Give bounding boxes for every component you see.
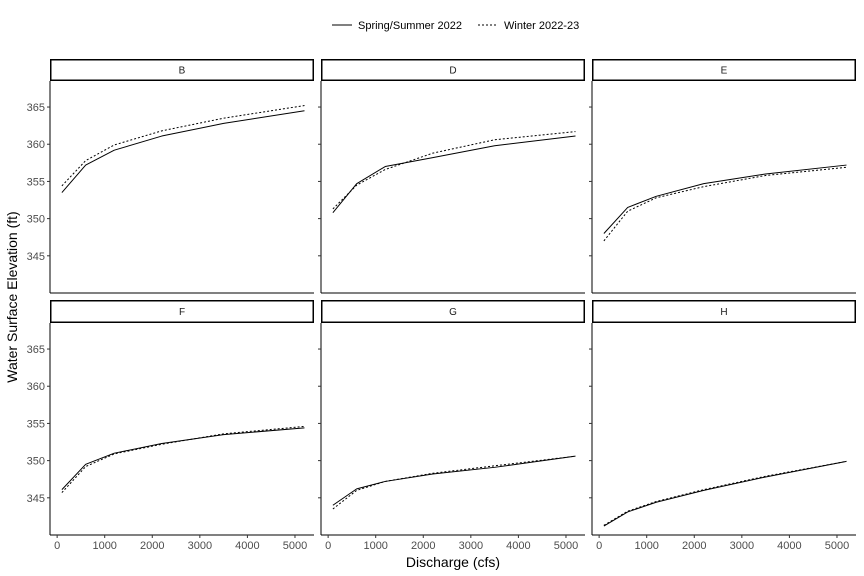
y-axis-title: Water Surface Elevation (ft) <box>4 211 20 382</box>
series-line-H-winter <box>603 460 847 526</box>
facet-label-D: D <box>449 66 456 77</box>
facet-label-H: H <box>720 307 727 318</box>
series-line-B-spring-summer <box>61 110 305 193</box>
y-tick-label: 350 <box>27 456 45 468</box>
series-line-F-spring-summer <box>61 427 305 490</box>
series-line-D-winter <box>332 131 576 210</box>
legend-label-1: Spring/Summer 2022 <box>358 20 462 32</box>
x-tick-label: 4000 <box>235 540 259 552</box>
facet-strip-D <box>321 59 585 81</box>
series-line-D-spring-summer <box>332 135 576 213</box>
facet-label-F: F <box>179 307 185 318</box>
y-tick-label: 350 <box>27 214 45 226</box>
facet-strip-B <box>50 59 314 81</box>
series-line-E-spring-summer <box>603 164 847 234</box>
facet-strip-E <box>592 59 856 81</box>
x-tick-label: 5000 <box>283 540 307 552</box>
x-tick-label: 1000 <box>92 540 116 552</box>
x-tick-label: 3000 <box>459 540 483 552</box>
x-tick-label: 3000 <box>188 540 212 552</box>
x-tick-label: 0 <box>325 540 331 552</box>
x-axis-title: Discharge (cfs) <box>406 554 500 570</box>
facet-label-G: G <box>449 307 457 318</box>
y-tick-label: 365 <box>27 102 45 114</box>
y-tick-label: 355 <box>27 418 45 430</box>
panel-E: E <box>589 59 856 294</box>
x-tick-label: 4000 <box>506 540 530 552</box>
y-tick-label: 345 <box>27 251 45 263</box>
x-tick-label: 5000 <box>554 540 578 552</box>
y-tick-label: 365 <box>27 344 45 356</box>
panel-G: G 0 1000 2000 3000 4000 5000 <box>318 300 585 552</box>
x-tick-label: 0 <box>596 540 602 552</box>
series-line-H-spring-summer <box>603 460 847 527</box>
facet-strip-H <box>592 300 856 323</box>
x-tick-label: 2000 <box>682 540 706 552</box>
legend-label-2: Winter 2022-23 <box>504 20 579 32</box>
y-tick-label: 360 <box>27 381 45 393</box>
x-tick-label: 2000 <box>140 540 164 552</box>
x-tick-label: 5000 <box>825 540 849 552</box>
y-tick-label: 355 <box>27 176 45 188</box>
series-line-F-winter <box>61 425 305 493</box>
panel-H: H 0 1000 2000 3000 4000 5000 <box>589 300 856 552</box>
y-tick-label: 360 <box>27 139 45 151</box>
x-tick-label: 4000 <box>777 540 801 552</box>
x-tick-label: 2000 <box>411 540 435 552</box>
series-line-G-spring-summer <box>332 455 576 506</box>
series-line-B-winter <box>61 105 305 187</box>
facet-strip-G <box>321 300 585 323</box>
y-tick-label: 345 <box>27 493 45 505</box>
x-tick-label: 3000 <box>730 540 754 552</box>
facet-strip-F <box>50 300 314 323</box>
panel-D: D <box>318 59 585 294</box>
series-line-G-winter <box>332 455 576 510</box>
x-tick-label: 0 <box>54 540 60 552</box>
legend: Spring/Summer 2022 Winter 2022-23 <box>332 20 579 32</box>
x-tick-label: 1000 <box>634 540 658 552</box>
panel-B: B 345 350 355 360 365 <box>27 59 314 294</box>
facet-label-B: B <box>179 66 186 77</box>
facet-label-E: E <box>721 66 728 77</box>
x-tick-label: 1000 <box>363 540 387 552</box>
panel-F: F 345 350 355 360 365 0 1000 2000 3000 4000 5000 <box>27 300 314 552</box>
series-line-E-winter <box>603 166 847 242</box>
